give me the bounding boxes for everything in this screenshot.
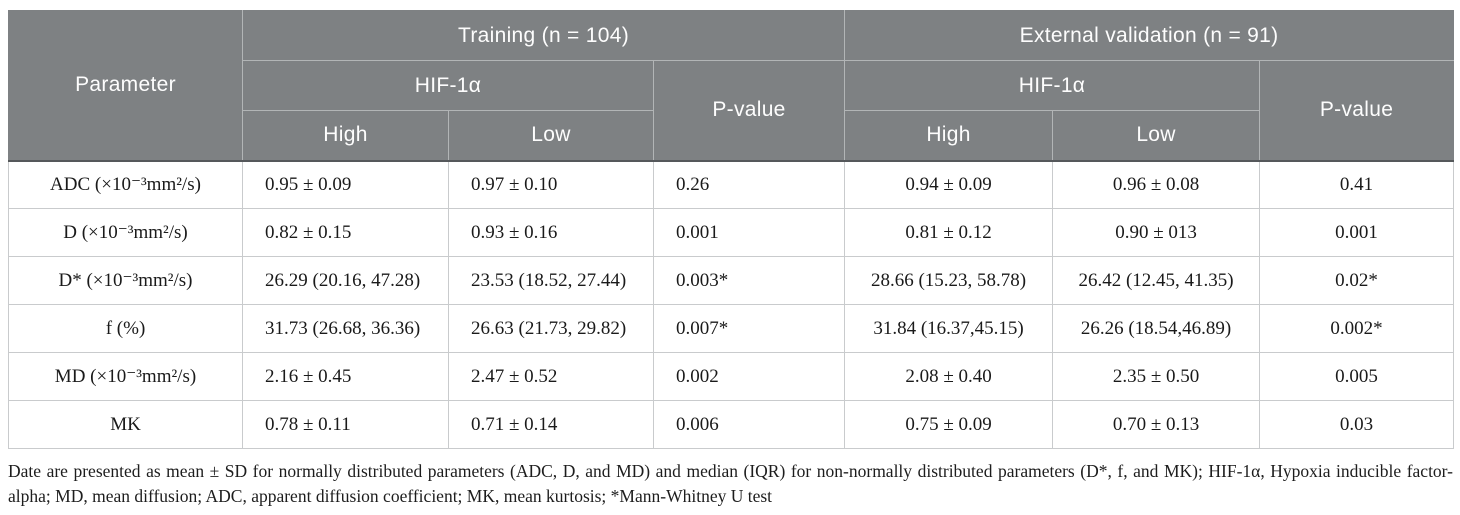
training-pvalue-cell: 0.001 <box>652 208 846 257</box>
column-header-low-validation: Low <box>1052 110 1261 161</box>
parameter-cell: D (×10⁻³mm²/s) <box>8 208 243 257</box>
table-row: MD (×10⁻³mm²/s) 2.16 ± 0.45 2.47 ± 0.52 0.0… <box>8 352 1455 401</box>
table-row: D (×10⁻³mm²/s) 0.82 ± 0.15 0.93 ± 0.16 0.00… <box>8 208 1455 257</box>
training-high-cell: 2.16 ± 0.45 <box>242 352 449 401</box>
validation-high-cell: 31.84 (16.37,45.15) <box>844 304 1054 353</box>
validation-pvalue-cell: 0.03 <box>1259 400 1455 449</box>
validation-pvalue-cell: 0.005 <box>1259 352 1455 401</box>
training-pvalue-cell: 0.006 <box>652 400 846 449</box>
training-high-cell: 0.82 ± 0.15 <box>242 208 449 257</box>
table-row: ADC (×10⁻³mm²/s) 0.95 ± 0.09 0.97 ± 0.10 0.… <box>8 159 1455 209</box>
training-low-cell: 0.97 ± 0.10 <box>448 159 654 209</box>
validation-low-cell: 26.42 (12.45, 41.35) <box>1052 256 1261 305</box>
validation-high-cell: 2.08 ± 0.40 <box>844 352 1054 401</box>
training-high-cell: 0.95 ± 0.09 <box>242 159 449 209</box>
parameter-cell: MD (×10⁻³mm²/s) <box>8 352 243 401</box>
validation-pvalue-cell: 0.002* <box>1259 304 1455 353</box>
table-row: MK 0.78 ± 0.11 0.71 ± 0.14 0.006 0.75 ± 0.09… <box>8 400 1455 449</box>
training-pvalue-cell: 0.003* <box>652 256 846 305</box>
parameter-cell: D* (×10⁻³mm²/s) <box>8 256 243 305</box>
validation-pvalue-cell: 0.001 <box>1259 208 1455 257</box>
validation-pvalue-cell: 0.41 <box>1259 159 1455 209</box>
parameter-cell: ADC (×10⁻³mm²/s) <box>8 159 243 209</box>
training-low-cell: 23.53 (18.52, 27.44) <box>448 256 654 305</box>
header-row-high-low: High Low High Low <box>9 110 1454 161</box>
header-row-subgroups: HIF-1α P-value HIF-1α P-value <box>9 60 1455 161</box>
validation-low-cell: 26.26 (18.54,46.89) <box>1052 304 1261 353</box>
subgroup-header-hif1a-validation: HIF-1α <box>844 60 1261 111</box>
table-footnote: Date are presented as mean ± SD for norm… <box>8 461 1453 507</box>
training-low-cell: 0.93 ± 0.16 <box>448 208 654 257</box>
validation-low-cell: 0.70 ± 0.13 <box>1052 400 1261 449</box>
validation-high-cell: 0.75 ± 0.09 <box>844 400 1054 449</box>
parameters-table: Parameter Training (n = 104) External va… <box>8 10 1455 449</box>
column-header-pvalue-validation: P-value <box>1259 60 1455 161</box>
validation-high-cell: 28.66 (15.23, 58.78) <box>844 256 1054 305</box>
training-pvalue-cell: 0.002 <box>652 352 846 401</box>
validation-high-cell: 0.81 ± 0.12 <box>844 208 1054 257</box>
validation-low-cell: 0.96 ± 0.08 <box>1052 159 1261 209</box>
table-body: ADC (×10⁻³mm²/s) 0.95 ± 0.09 0.97 ± 0.10 0.… <box>8 159 1455 449</box>
validation-pvalue-cell: 0.02* <box>1259 256 1455 305</box>
training-pvalue-cell: 0.26 <box>652 159 846 209</box>
parameter-cell: MK <box>8 400 243 449</box>
table-row: f (%) 31.73 (26.68, 36.36) 26.63 (21.73, 2… <box>8 304 1455 353</box>
training-low-cell: 0.71 ± 0.14 <box>448 400 654 449</box>
column-header-parameter: Parameter <box>8 10 243 161</box>
column-header-low-training: Low <box>448 110 654 161</box>
validation-low-cell: 2.35 ± 0.50 <box>1052 352 1261 401</box>
training-high-cell: 26.29 (20.16, 47.28) <box>242 256 449 305</box>
table-header: Parameter Training (n = 104) External va… <box>8 10 1455 161</box>
column-header-pvalue-training: P-value <box>652 60 846 161</box>
training-low-cell: 2.47 ± 0.52 <box>448 352 654 401</box>
training-high-cell: 31.73 (26.68, 36.36) <box>242 304 449 353</box>
group-header-training: Training (n = 104) <box>241 10 846 61</box>
header-row-groups: Parameter Training (n = 104) External va… <box>8 10 1455 161</box>
subgroup-header-hif1a-training: HIF-1α <box>242 60 654 111</box>
training-low-cell: 26.63 (21.73, 29.82) <box>448 304 654 353</box>
column-header-high-training: High <box>242 110 449 161</box>
training-high-cell: 0.78 ± 0.11 <box>242 400 449 449</box>
validation-high-cell: 0.94 ± 0.09 <box>844 159 1054 209</box>
validation-low-cell: 0.90 ± 013 <box>1052 208 1261 257</box>
group-header-external-validation: External validation (n = 91) <box>844 10 1455 61</box>
training-pvalue-cell: 0.007* <box>652 304 846 353</box>
parameter-cell: f (%) <box>8 304 243 353</box>
column-header-high-validation: High <box>844 110 1054 161</box>
table-row: D* (×10⁻³mm²/s) 26.29 (20.16, 47.28) 23.53… <box>8 256 1455 305</box>
